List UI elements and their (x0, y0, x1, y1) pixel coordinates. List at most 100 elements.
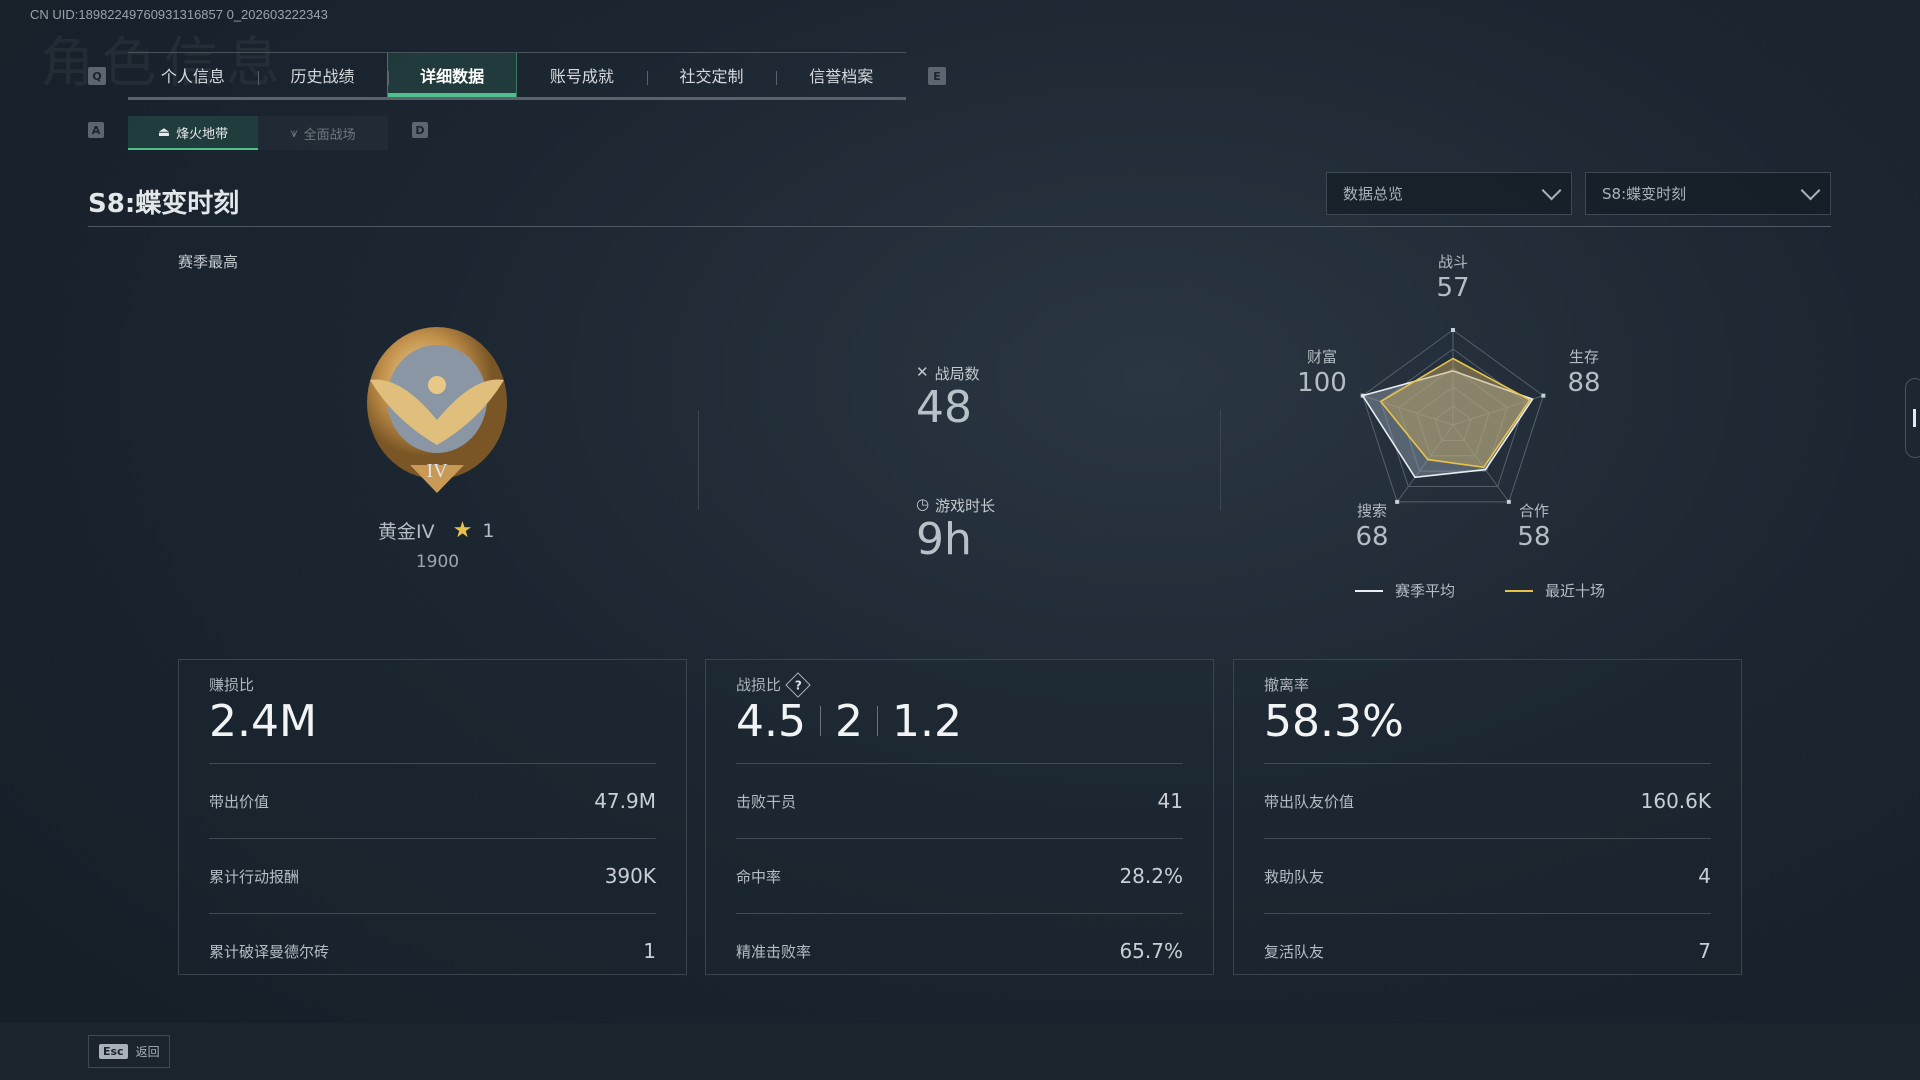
divider (698, 410, 699, 510)
radar-axis-label: 战斗 (1437, 253, 1468, 272)
emblem-tier-text: IV (426, 460, 448, 482)
legend-season-average: 赛季平均 (1355, 580, 1455, 601)
value-separator (819, 706, 821, 736)
playtime-value: 9h (916, 514, 972, 565)
help-glyph: ? (794, 677, 802, 692)
radar-axis-label: 搜索 (1357, 502, 1388, 521)
gold-rank-emblem: IV (367, 327, 507, 493)
tab-detailed-data[interactable]: 详细数据 (387, 53, 518, 97)
radar-vertex-marker (1451, 328, 1455, 332)
card-main-value: 4.5 (736, 695, 806, 747)
stat-label: 复活队友 (1264, 942, 1325, 961)
tab-match-history[interactable]: 历史战绩 (257, 53, 388, 97)
stat-value: 28.2% (1119, 864, 1183, 888)
stat-label: 击败干员 (736, 792, 797, 811)
chevron-down-icon (1541, 180, 1562, 200)
kd-card: 战损比? 4.5 2 1.2 击败干员 41 命中率 28.2% 精准击败率 65.7% (705, 659, 1214, 975)
legend-label: 最近十场 (1545, 582, 1606, 600)
stat-row: 救助队友 4 (1264, 838, 1711, 913)
page-title: S8:蝶变时刻 (88, 189, 240, 219)
radar-series-1 (1379, 357, 1531, 469)
tab-social[interactable]: 社交定制 (646, 53, 777, 97)
stat-value: 1 (643, 939, 656, 963)
radar-axis-value: 100 (1297, 368, 1347, 399)
tab-personal-info[interactable]: 个人信息 (160, 67, 225, 86)
card-title: 战损比 (736, 676, 782, 694)
legend-swatch (1355, 589, 1383, 592)
stat-value: 65.7% (1119, 939, 1183, 963)
playtime-label-text: 游戏时长 (935, 497, 996, 515)
radar-axis-label: 生存 (1568, 348, 1599, 367)
view-dropdown[interactable]: 数据总览 (1326, 172, 1572, 215)
prev-subtab-key[interactable]: A (88, 122, 104, 138)
stat-row: 累计行动报酬 390K (209, 838, 656, 913)
legend-recent-ten: 最近十场 (1505, 580, 1605, 601)
radar-vertex-marker (1541, 393, 1546, 398)
stat-label: 精准击败率 (736, 942, 812, 961)
main-tabs: 个人信息 历史战绩 详细数据 账号成就 社交定制 信誉档案 (128, 52, 906, 100)
stat-label: 累计破译曼德尔砖 (209, 942, 330, 961)
title-divider (88, 226, 1831, 227)
profit-card: 赚损比 2.4M 带出价值 47.9M 累计行动报酬 390K 累计破译曼德尔砖 1 (178, 659, 687, 975)
radar-axis-label: 合作 (1518, 502, 1549, 521)
radar-spoke (1452, 395, 1544, 426)
view-dropdown-value: 数据总览 (1343, 185, 1404, 203)
radar-grid-ring (1362, 329, 1544, 503)
stat-value: 4 (1698, 864, 1711, 888)
radar-spoke (1452, 424, 1510, 503)
next-tab-key[interactable]: E (928, 67, 946, 85)
uid-label: CN UID:18982249760931316857 0_2026032223… (30, 7, 328, 22)
matches-value: 48 (916, 382, 972, 433)
tab-credit[interactable]: 信誉档案 (776, 53, 906, 97)
season-dropdown-value: S8:蝶变时刻 (1602, 185, 1687, 203)
radar-spoke (1362, 395, 1454, 426)
stat-label: 带出队友价值 (1264, 792, 1355, 811)
subtab-warfare[interactable]: ⩛ 全面战场 (258, 116, 388, 150)
back-button[interactable]: Esc 返回 (88, 1035, 170, 1068)
side-panel-handle[interactable] (1905, 378, 1920, 458)
mode-tabs: ⏏ 烽火地带 ⩛ 全面战场 (128, 116, 388, 150)
stat-row: 击败干员 41 (736, 763, 1183, 838)
radar-vertex-marker (1395, 499, 1400, 504)
help-icon[interactable]: ? (785, 671, 811, 698)
legend-label: 赛季平均 (1395, 582, 1456, 600)
extraction-card: 撤离率 58.3% 带出队友价值 160.6K 救助队友 4 复活队友 7 (1233, 659, 1742, 975)
value-separator (876, 706, 878, 736)
stat-label: 累计行动报酬 (209, 867, 300, 886)
crossed-swords-icon: ✕ (916, 363, 929, 381)
subtab-label: 烽火地带 (176, 126, 229, 142)
matches-label-text: 战局数 (934, 365, 980, 383)
radar-spoke (1396, 424, 1454, 503)
card-main-value: 2 (834, 695, 863, 747)
radar-axis-value: 68 (1355, 522, 1389, 553)
subtab-operations[interactable]: ⏏ 烽火地带 (128, 116, 258, 150)
prev-tab-key[interactable]: Q (88, 67, 106, 85)
stat-label: 命中率 (736, 867, 782, 886)
stat-value: 7 (1698, 939, 1711, 963)
radar-axis-label: 财富 (1306, 348, 1337, 367)
next-subtab-key[interactable]: D (412, 122, 428, 138)
season-dropdown[interactable]: S8:蝶变时刻 (1585, 172, 1831, 215)
stopwatch-icon: ◷ (916, 495, 930, 513)
stat-value: 160.6K (1640, 789, 1711, 813)
radar-chart (1360, 328, 1546, 504)
stat-value: 47.9M (594, 789, 656, 813)
season-best-heading: 赛季最高 (178, 253, 239, 271)
card-title: 撤离率 (1264, 676, 1310, 694)
rank-stars: 1 (482, 519, 495, 542)
bottom-bar (0, 1023, 1920, 1080)
esc-key: Esc (99, 1044, 128, 1059)
stat-value: 41 (1157, 789, 1183, 813)
radar-axis-value: 57 (1436, 273, 1470, 304)
star-icon: ★ (452, 518, 473, 543)
radar-grid-ring (1416, 386, 1490, 457)
matches-label: ✕ 战局数 (916, 363, 980, 384)
back-label: 返回 (135, 1045, 160, 1059)
stat-value: 390K (604, 864, 656, 888)
playtime-label: ◷ 游戏时长 (916, 495, 995, 516)
rank-score: 1900 (415, 552, 460, 572)
radar-grid-ring (1398, 367, 1508, 472)
legend-swatch (1505, 589, 1534, 592)
card-title: 赚损比 (209, 676, 255, 694)
tab-achievements[interactable]: 账号成就 (549, 67, 614, 86)
